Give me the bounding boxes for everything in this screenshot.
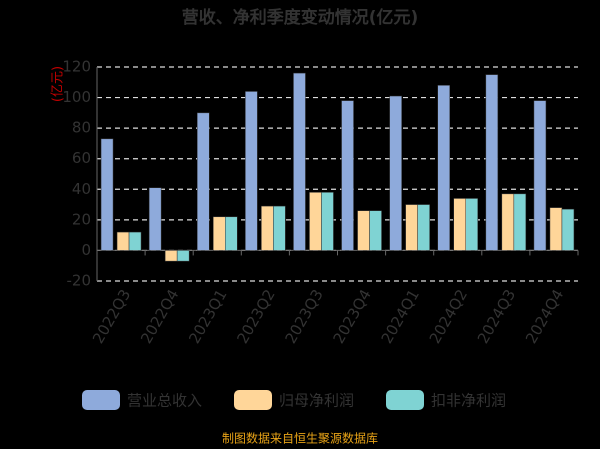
bar xyxy=(273,205,286,251)
bar xyxy=(164,250,178,262)
y-tick-label: -20 xyxy=(67,272,92,290)
bar xyxy=(245,91,258,251)
legend-label: 扣非净利润 xyxy=(431,392,506,410)
y-tick-label: 60 xyxy=(72,149,91,167)
y-tick-label: 80 xyxy=(72,119,91,137)
bar xyxy=(369,210,382,251)
chart-title: 营收、净利季度变动情况(亿元) xyxy=(182,7,419,28)
y-tick-label: 120 xyxy=(62,58,91,76)
bar xyxy=(176,250,190,262)
legend-swatch xyxy=(234,390,272,410)
bar xyxy=(128,231,142,251)
bar xyxy=(100,138,114,251)
y-tick-label: 20 xyxy=(72,210,91,228)
bar xyxy=(561,208,575,251)
bar xyxy=(405,204,418,251)
y-tick-label: 0 xyxy=(81,241,91,259)
bar xyxy=(148,187,162,251)
bar xyxy=(309,192,322,251)
bar xyxy=(116,231,130,251)
y-tick-label: 100 xyxy=(62,88,91,106)
bar xyxy=(357,210,370,251)
legend-label: 归母净利润 xyxy=(279,392,354,410)
legend-swatch xyxy=(82,390,120,410)
bar xyxy=(225,216,238,251)
bar xyxy=(213,216,226,251)
bar xyxy=(197,112,210,251)
bar xyxy=(501,193,515,251)
bar xyxy=(437,85,450,251)
bar xyxy=(465,198,478,251)
bar xyxy=(261,205,274,251)
bar xyxy=(389,95,402,251)
bar xyxy=(417,204,430,251)
footer: 制图数据来自恒生聚源数据库 xyxy=(222,431,378,446)
legend-label: 营业总收入 xyxy=(127,392,202,410)
bar xyxy=(453,198,466,251)
bar xyxy=(533,100,547,251)
bar xyxy=(321,192,334,251)
bar xyxy=(513,193,527,251)
bar xyxy=(341,100,354,251)
y-tick-label: 40 xyxy=(72,180,91,198)
legend-swatch xyxy=(386,390,424,410)
bar xyxy=(293,72,306,251)
bar xyxy=(549,207,563,251)
bar xyxy=(485,74,499,251)
y-axis-label: (亿元) xyxy=(51,66,66,102)
